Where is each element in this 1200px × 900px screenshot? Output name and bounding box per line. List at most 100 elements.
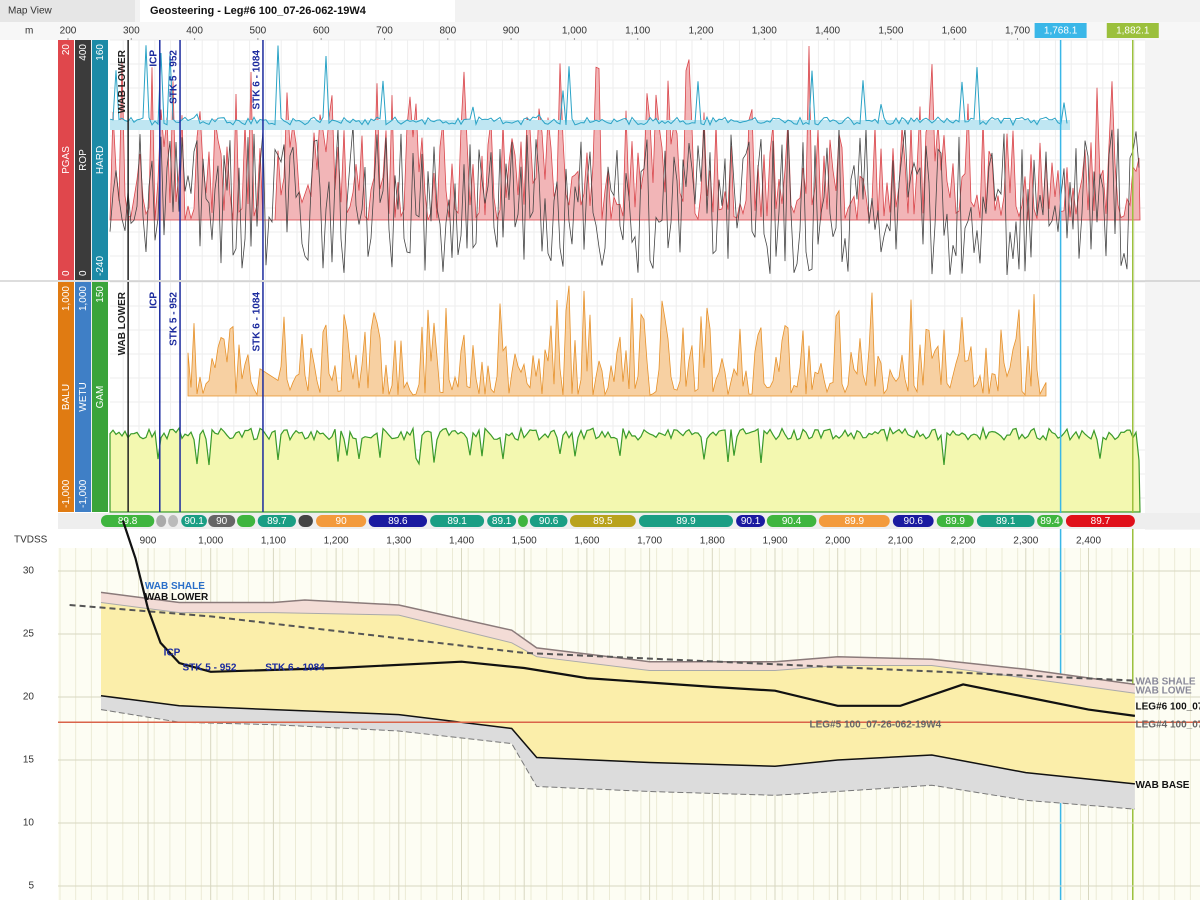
section-x-label: 1,800 <box>700 536 725 547</box>
dip-pill <box>1065 515 1135 527</box>
dip-pill <box>168 515 179 527</box>
dip-label: 90.4 <box>782 516 802 527</box>
tab-label[interactable]: Geosteering - Leg#6 100_07-26-062-19W4 <box>150 5 367 17</box>
dip-label: 89.4 <box>1040 516 1060 527</box>
wab-lower-line <box>100 602 1135 694</box>
dip-pill <box>569 515 636 527</box>
section-x-label: 2,000 <box>825 536 850 547</box>
cursor-label: 1,768.1 <box>1044 26 1078 37</box>
dip-label: 90.1 <box>184 516 204 527</box>
hard-curve <box>109 45 1068 127</box>
dip-pill <box>892 515 934 527</box>
md-tick-label: 700 <box>376 26 393 37</box>
tab-geosteering[interactable] <box>140 0 455 22</box>
dip-label: 90.6 <box>539 516 559 527</box>
dip-label: 89.6 <box>388 516 408 527</box>
md-tick-label: 1,600 <box>942 26 967 37</box>
md-axis-bar <box>0 22 1200 40</box>
dip-pill <box>638 515 733 527</box>
tvd-tick-label: 5 <box>28 881 34 892</box>
track-max: 400 <box>78 44 89 61</box>
marker-label: STK 5 - 952 <box>169 50 180 104</box>
hard-band <box>110 120 1070 130</box>
section-label: LEG#5 100_07-26-062-19W4 <box>809 719 941 730</box>
right-gutter <box>1145 40 1200 530</box>
section-label: WAB SHALE <box>145 581 205 592</box>
wellbore <box>121 520 1136 717</box>
dip-pill <box>368 515 428 527</box>
dip-label: 90.6 <box>904 516 924 527</box>
tvd-axis-title: TVDSS <box>14 535 48 546</box>
cursor-label: 1,882.1 <box>1116 26 1150 37</box>
track-min: -1,000 <box>78 479 89 508</box>
section-label: LEG#4 100_07 <box>1136 719 1200 730</box>
section-label: WAB LOWER <box>145 592 209 603</box>
md-tick-label: 1,400 <box>815 26 840 37</box>
marker-label: WAB LOWER <box>117 291 128 355</box>
marker-label: STK 6 - 1084 <box>252 292 263 352</box>
dip-label: 89.7 <box>267 516 287 527</box>
base-lower-line <box>100 709 1135 810</box>
section-label: WAB LOWE <box>1136 685 1192 696</box>
tab-map-view[interactable] <box>0 0 135 22</box>
track-max: 1,000 <box>78 286 89 311</box>
md-tick-label: 600 <box>313 26 330 37</box>
tvd-tick-label: 10 <box>23 818 35 829</box>
md-tick-label: 1,000 <box>562 26 587 37</box>
cursor-tag <box>1106 23 1159 38</box>
section-x-label: 1,500 <box>512 536 537 547</box>
md-tick-label: 300 <box>123 26 140 37</box>
track-header <box>92 40 108 280</box>
md-unit: m <box>25 26 33 37</box>
track-min: 0 <box>61 270 72 276</box>
dip-label: 89.9 <box>845 516 865 527</box>
md-tick-label: 1,200 <box>688 26 713 37</box>
dip-label: 89.7 <box>1091 516 1111 527</box>
track-min: 0 <box>78 270 89 276</box>
section-x-label: 1,600 <box>574 536 599 547</box>
dip-label: 89.1 <box>996 516 1016 527</box>
section-x-label: 2,400 <box>1076 536 1101 547</box>
track-name: HARD <box>95 146 106 174</box>
tab-label[interactable]: Map View <box>8 6 53 17</box>
dip-pill <box>237 515 256 527</box>
md-tick-label: 900 <box>503 26 520 37</box>
wab-base-line <box>100 694 1135 785</box>
track-max: 160 <box>95 44 106 61</box>
section-label: WAB BASE <box>1136 780 1190 791</box>
section-x-label: 1,300 <box>386 536 411 547</box>
track-header <box>75 40 91 280</box>
track-name: ROP <box>78 149 89 171</box>
dip-label: 89.1 <box>447 516 467 527</box>
dip-pill <box>181 515 207 527</box>
marker-label: ICP <box>148 292 159 309</box>
track-max: 1,000 <box>61 286 72 311</box>
marker-label: WAB LOWER <box>117 49 128 113</box>
section-x-label: 1,400 <box>449 536 474 547</box>
dip-label: 89.9 <box>946 516 966 527</box>
md-tick-label: 1,500 <box>878 26 903 37</box>
track-name: GAM <box>95 386 106 409</box>
track-max: 150 <box>95 286 106 303</box>
dip-pill <box>316 515 367 527</box>
tvd-tick-label: 20 <box>23 692 35 703</box>
tvd-tick-label: 15 <box>23 755 35 766</box>
section-label: WAB SHALE <box>1136 677 1196 688</box>
section-x-label: 2,200 <box>951 536 976 547</box>
section-x-label: 2,100 <box>888 536 913 547</box>
dip-pill <box>208 515 236 527</box>
dip-pill <box>487 515 517 527</box>
dip-pill <box>1037 515 1063 527</box>
track-name: BALU <box>61 384 72 410</box>
dip-label: 89.1 <box>492 516 512 527</box>
md-tick-label: 1,300 <box>752 26 777 37</box>
section-x-label: 1,700 <box>637 536 662 547</box>
dip-pill <box>818 515 890 527</box>
dip-pill <box>517 515 528 527</box>
dip-label: 89.8 <box>118 516 138 527</box>
dip-pill <box>156 515 167 527</box>
section-x-label: 900 <box>140 536 157 547</box>
md-tick-label: 1,100 <box>625 26 650 37</box>
marker-label: STK 5 - 952 <box>169 292 180 346</box>
